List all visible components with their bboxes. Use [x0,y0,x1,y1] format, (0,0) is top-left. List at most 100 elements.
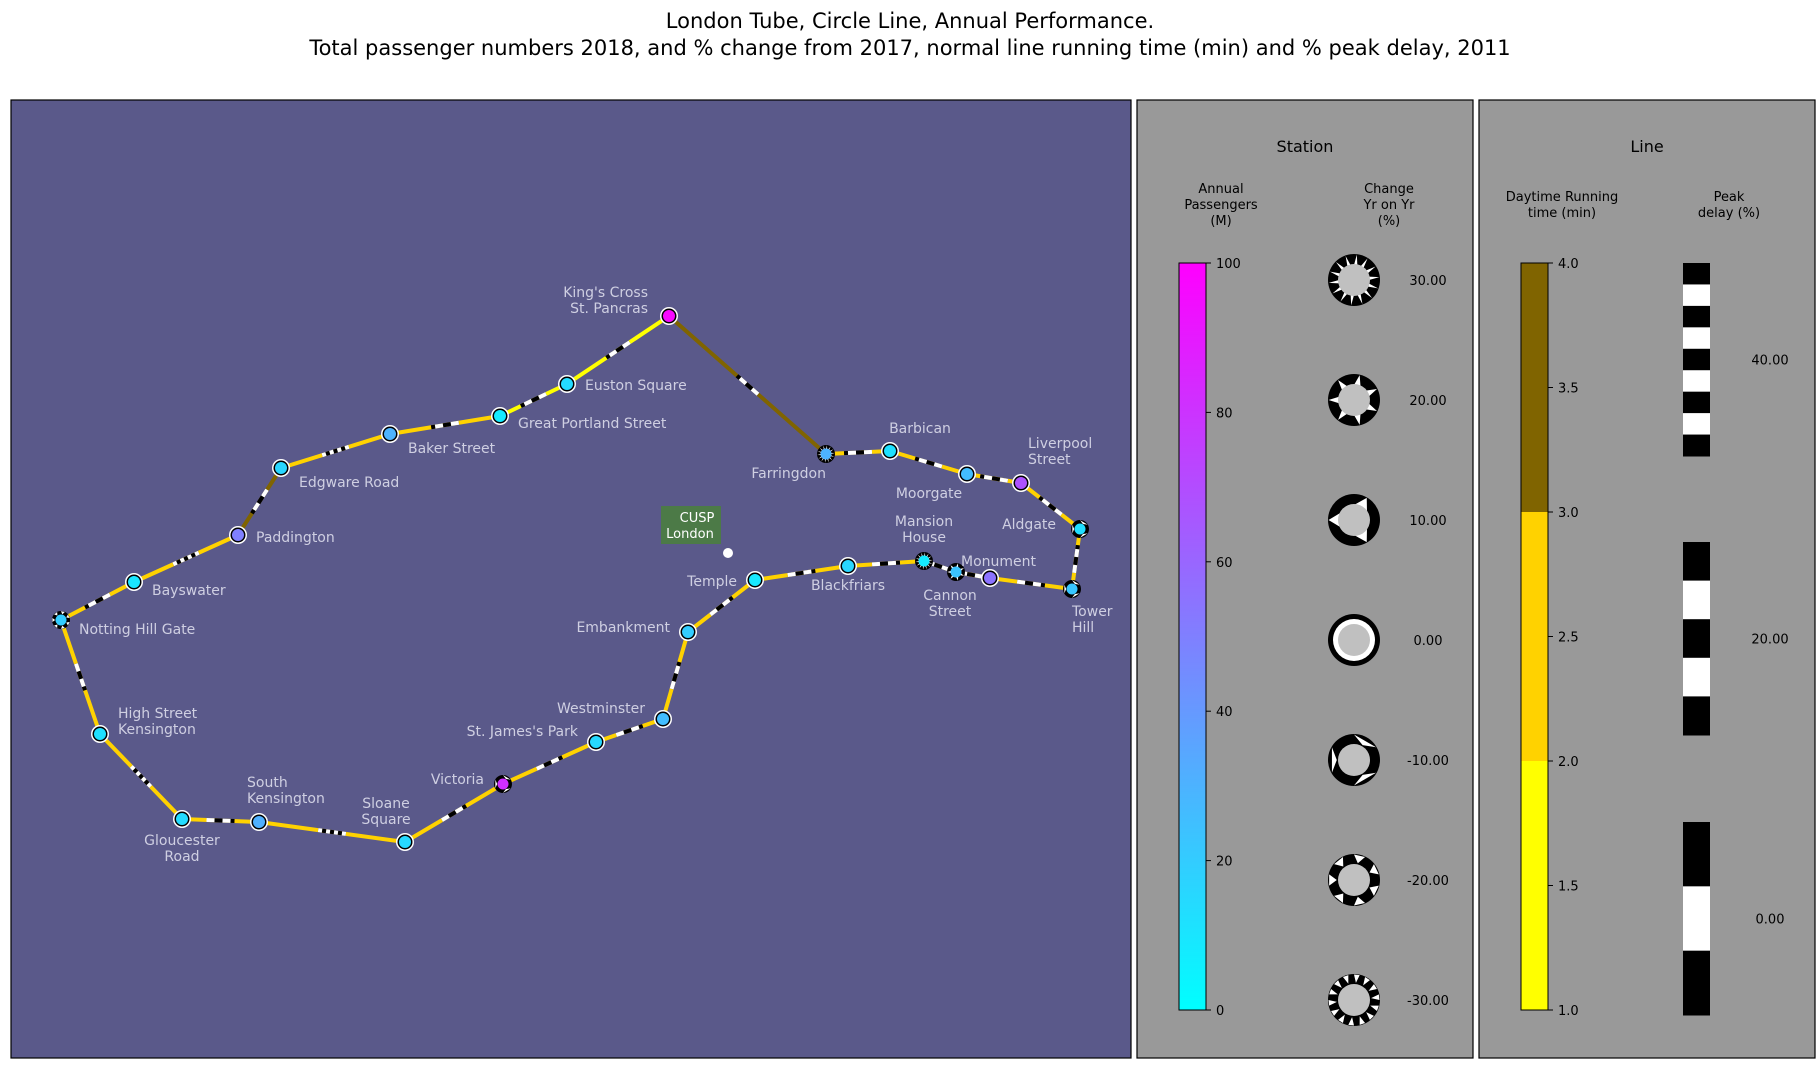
station-passenger-fill [128,576,140,588]
change-legend-core [1338,864,1370,896]
station-label: Aldgate [1002,517,1056,533]
station-passenger-fill [399,836,411,848]
change-legend-label: -20.00 [1407,874,1449,889]
station-label: Cannon Street [923,588,977,620]
delay-header-line1: Peak [1714,190,1745,205]
delay-legend-label: 0.00 [1756,913,1785,928]
passenger-tick-label: 80 [1216,406,1233,421]
station-marker: Cannon Street [923,563,977,620]
segment-delay-pattern [206,817,235,824]
station-label: South Kensington [247,775,325,807]
change-legend-core [1338,384,1370,416]
line-segment [1070,527,1082,591]
delay-stripe [1683,305,1710,328]
change-legend-core [1338,624,1370,656]
station-passenger-fill [384,428,396,440]
change-legend-item: 10.00 [1328,494,1447,546]
station-marker: Embankment [576,620,697,641]
passengers-header-line2: Passengers [1184,198,1258,213]
cusp-london-label-box [661,506,721,544]
line-segment [132,533,240,584]
delay-legend-label: 20.00 [1751,633,1788,648]
passenger-colorbar [1178,262,1207,1011]
line-segment [965,472,1023,485]
station-label: Farringdon [751,466,826,482]
change-legend-label: -10.00 [1407,754,1449,769]
station-passenger-fill [253,816,265,828]
station-label: Barbican [889,421,951,437]
delay-stripe [1683,413,1710,436]
line-segments [59,314,1082,844]
station-label: Victoria [431,772,484,788]
line-segment [667,314,828,456]
change-legend-core [1338,744,1370,776]
figure-title-line1: London Tube, Circle Line, Annual Perform… [666,9,1154,33]
station-label: Temple [686,574,737,590]
running-tick-label: 4.0 [1558,257,1579,272]
change-petals [1328,974,1380,1026]
station-marker: South Kensington [247,775,325,831]
stations: King's Cross St. Pancras Euston Square Grea… [52,285,1113,865]
running-tick-label: 2.5 [1558,631,1579,646]
line-segment [236,466,283,537]
change-legend-label: 0.00 [1414,634,1443,649]
change-petals [915,552,933,570]
station-marker: St. James's Park [467,724,605,751]
line-segment [988,576,1074,591]
segment-delay-pattern [787,568,816,578]
station-label: Great Portland Street [518,416,667,432]
station-marker: Westminster [557,701,672,728]
station-passenger-fill [590,736,602,748]
line-segment [1019,481,1082,531]
station-passenger-fill [682,626,694,638]
segment-delay-base [317,828,347,836]
line-segment [403,782,505,844]
segment-delay-pattern [979,474,1009,483]
station-label: Embankment [576,620,670,636]
station-marker: Monument [961,554,1036,587]
station-marker: High Street Kensington [91,706,198,743]
passenger-colorbar-ticks: 0 20 40 60 80 100 [1206,257,1241,1019]
line-segment [501,740,598,786]
cusp-london-label-line1: CUSP [680,511,715,526]
line-segment [594,717,665,744]
change-legend-item: -30.00 [1328,974,1449,1026]
station-label: Mansion House [895,514,953,546]
station-passenger-fill [918,555,930,567]
passengers-header-line3: (M) [1210,214,1231,229]
passengers-header-line1: Annual [1198,182,1243,197]
station-label: King's Cross St. Pancras [563,285,648,317]
station-marker: Farringdon [751,445,835,482]
change-petals [1328,254,1380,306]
station-marker: Temple [686,571,764,590]
running-time-band [1521,263,1548,512]
running-header-line2: time (min) [1528,206,1596,221]
change-legend-core [1338,984,1370,1016]
station-label: Moorgate [896,486,962,502]
line-segment [753,564,850,582]
line-segment [257,820,407,844]
change-legend-item: 0.00 [1328,614,1442,666]
segment-delay-base [129,765,153,788]
segment-delay-pattern [74,663,87,691]
line-segment [661,630,690,721]
station-marker: Baker Street [381,425,496,457]
station-passenger-fill [55,614,67,626]
segment-delay-pattern [440,804,468,822]
running-tick-label: 1.0 [1558,1004,1579,1019]
segment-delay-pattern [1072,544,1080,574]
delay-stripe [1683,822,1710,887]
station-passenger-fill [494,410,506,422]
running-time-colorbar-ticks: 1.0 1.5 2.0 2.5 3.0 3.5 4.0 [1548,257,1579,1019]
station-marker: Great Portland Street [491,407,667,432]
station-marker: Bayswater [125,573,226,599]
delay-stripe [1683,370,1710,393]
station-label: Westminster [557,701,645,717]
delay-stripe [1683,619,1710,659]
segment-delay-pattern [843,449,873,456]
segment-delay-pattern [735,374,760,396]
station-label: Baker Street [408,441,496,457]
segment-delay-pattern [669,661,682,690]
delay-header-line2: delay (%) [1698,206,1760,221]
station-marker: Notting Hill Gate [52,611,195,638]
